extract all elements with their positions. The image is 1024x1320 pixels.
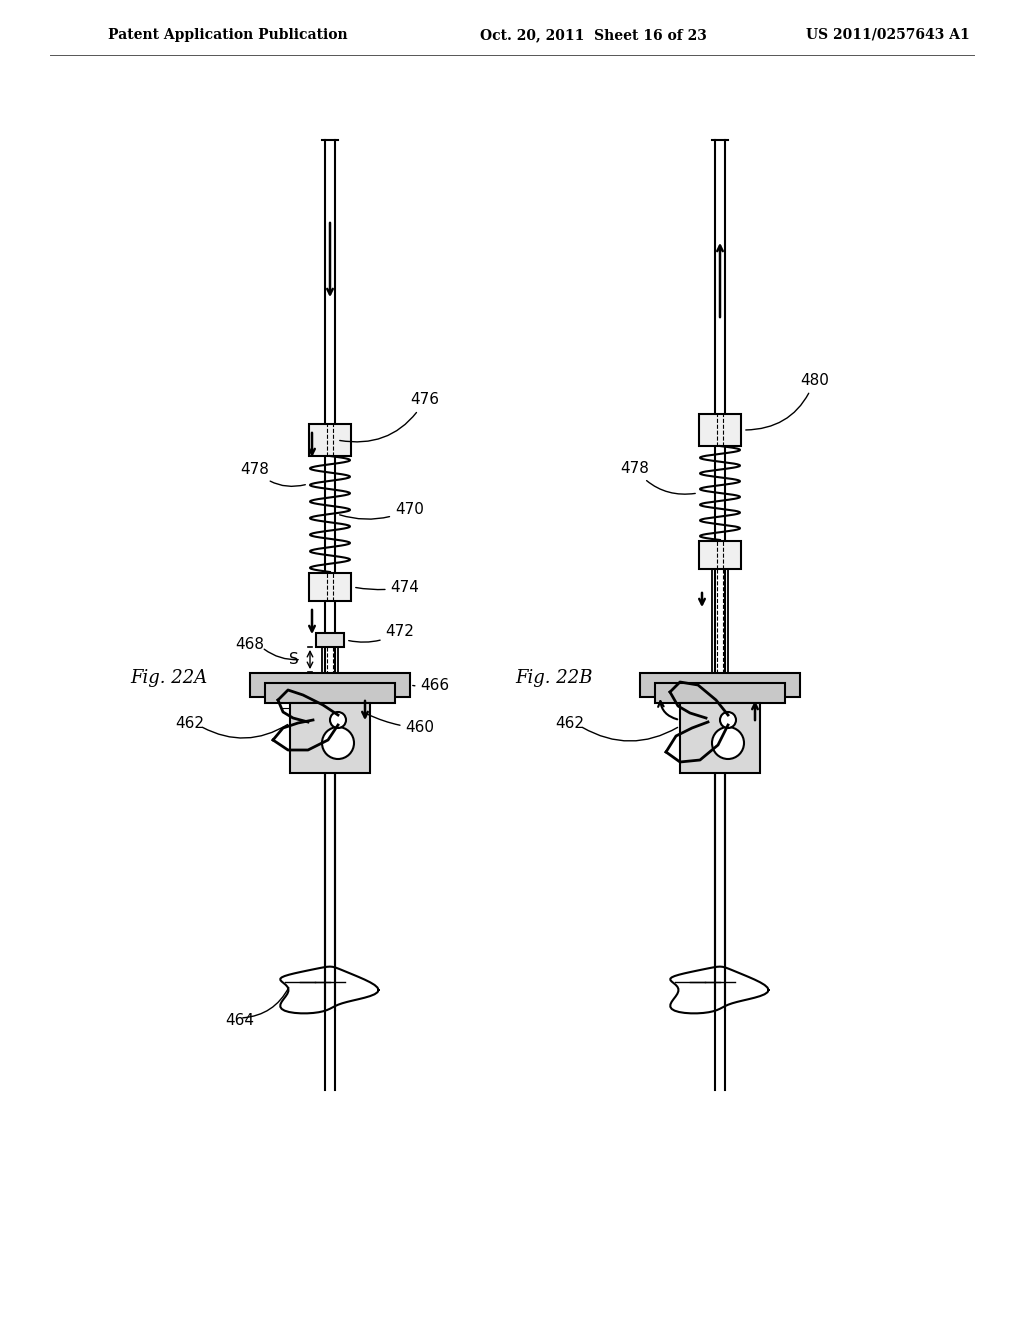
Circle shape bbox=[720, 711, 736, 729]
Text: 462: 462 bbox=[175, 715, 204, 731]
Text: 462: 462 bbox=[555, 715, 584, 731]
Text: 476: 476 bbox=[340, 392, 439, 442]
Text: 470: 470 bbox=[340, 502, 424, 519]
Text: 460: 460 bbox=[368, 714, 434, 735]
FancyBboxPatch shape bbox=[680, 704, 760, 774]
Text: S: S bbox=[289, 652, 299, 667]
Circle shape bbox=[330, 711, 346, 729]
Text: 478: 478 bbox=[621, 461, 695, 494]
Text: US 2011/0257643 A1: US 2011/0257643 A1 bbox=[806, 28, 970, 42]
FancyBboxPatch shape bbox=[655, 682, 785, 704]
FancyBboxPatch shape bbox=[309, 573, 351, 601]
FancyBboxPatch shape bbox=[316, 634, 344, 647]
Text: Oct. 20, 2011  Sheet 16 of 23: Oct. 20, 2011 Sheet 16 of 23 bbox=[480, 28, 707, 42]
Text: Patent Application Publication: Patent Application Publication bbox=[108, 28, 347, 42]
Text: 464: 464 bbox=[225, 1012, 254, 1028]
Text: Fig. 22A: Fig. 22A bbox=[130, 669, 207, 686]
Text: 468: 468 bbox=[236, 638, 264, 652]
FancyBboxPatch shape bbox=[290, 704, 370, 774]
Text: Fig. 22B: Fig. 22B bbox=[515, 669, 593, 686]
Text: 478: 478 bbox=[241, 462, 305, 486]
Circle shape bbox=[712, 727, 744, 759]
FancyBboxPatch shape bbox=[265, 682, 395, 704]
Text: 472: 472 bbox=[349, 624, 415, 642]
FancyBboxPatch shape bbox=[699, 414, 741, 446]
Circle shape bbox=[322, 727, 354, 759]
Text: 480: 480 bbox=[745, 374, 828, 430]
FancyBboxPatch shape bbox=[640, 673, 800, 697]
FancyBboxPatch shape bbox=[309, 424, 351, 455]
FancyBboxPatch shape bbox=[250, 673, 410, 697]
FancyBboxPatch shape bbox=[699, 541, 741, 569]
Text: 474: 474 bbox=[355, 579, 420, 594]
Text: 466: 466 bbox=[413, 677, 450, 693]
